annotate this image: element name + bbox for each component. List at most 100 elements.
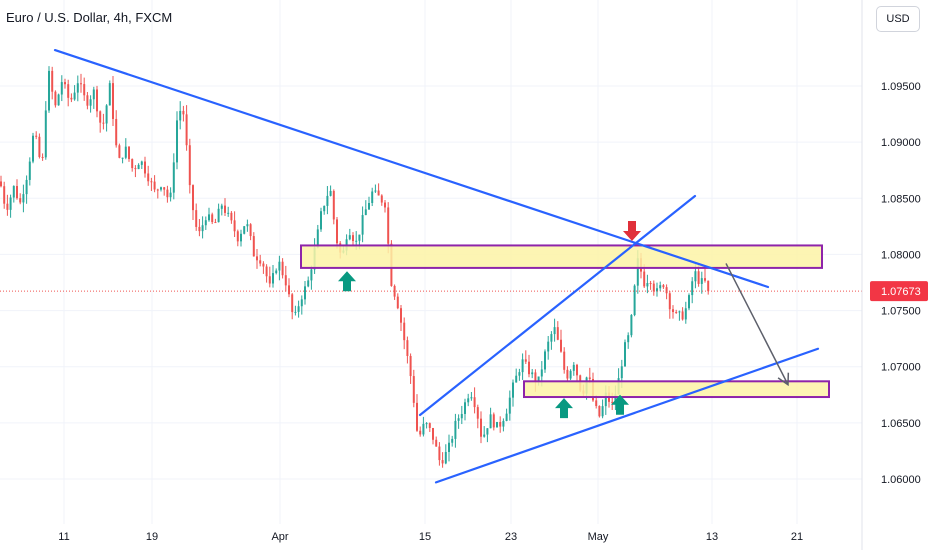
candle-body xyxy=(329,190,332,196)
up-arrow-marker xyxy=(611,394,629,415)
candle-body xyxy=(694,271,697,282)
candle-body xyxy=(179,110,182,121)
candle-body xyxy=(76,83,79,93)
candle-body xyxy=(73,92,76,100)
candle-body xyxy=(675,312,678,314)
candle-body xyxy=(636,258,639,286)
projection-group xyxy=(725,263,790,387)
candle-body xyxy=(169,192,172,198)
symbol-title[interactable]: Euro / U.S. Dollar, 4h, FXCM xyxy=(6,10,173,25)
candle-body xyxy=(387,207,390,244)
candle-body xyxy=(646,283,649,287)
candle-body xyxy=(332,190,335,220)
candle-body xyxy=(544,351,546,370)
candle-body xyxy=(163,187,166,190)
candle-body xyxy=(153,181,156,190)
candle-body xyxy=(9,197,12,210)
lower-zone xyxy=(523,380,830,399)
candle-body xyxy=(243,226,246,234)
projection-arrowhead xyxy=(777,372,790,387)
candle-body xyxy=(44,110,47,158)
candle-body xyxy=(473,397,476,408)
candle-body xyxy=(553,327,556,335)
candle-body xyxy=(633,285,636,316)
x-tick-label: 11 xyxy=(58,531,69,543)
candle-body xyxy=(195,210,198,227)
candle-body xyxy=(41,156,44,158)
candle-body xyxy=(588,377,591,379)
candle-body xyxy=(441,460,444,464)
candle-body xyxy=(425,423,428,425)
candle-body xyxy=(211,214,214,223)
x-tick-label: 21 xyxy=(791,531,803,543)
last-price-box xyxy=(870,281,928,302)
candle-body xyxy=(249,224,252,237)
candle-body xyxy=(515,375,518,383)
candle-body xyxy=(662,285,665,288)
currency-button[interactable]: USD xyxy=(876,6,920,32)
candle-body xyxy=(192,185,194,211)
support-trendline xyxy=(434,347,820,484)
candle-body xyxy=(569,370,572,379)
resistance-trendline xyxy=(53,48,770,289)
candle-body xyxy=(32,135,34,162)
candle-body xyxy=(240,233,242,242)
candle-body xyxy=(489,414,492,429)
candle-body xyxy=(368,203,370,210)
candle-body xyxy=(348,235,351,240)
candle-body xyxy=(336,219,338,244)
candle-body xyxy=(524,359,527,362)
candle-body xyxy=(156,189,159,191)
candle-body xyxy=(422,423,425,435)
candle-body xyxy=(288,285,290,295)
candle-body xyxy=(352,235,354,242)
candle-body xyxy=(668,293,671,310)
candle-body xyxy=(412,376,415,403)
candle-body xyxy=(25,179,28,195)
candle-body xyxy=(547,341,550,352)
candle-body xyxy=(419,430,422,435)
candle-body xyxy=(3,186,6,204)
candle-body xyxy=(272,273,274,284)
candle-body xyxy=(230,212,233,221)
candle-body xyxy=(144,161,146,174)
candle-body xyxy=(268,276,271,284)
candle-body xyxy=(57,94,60,106)
candle-body xyxy=(700,278,703,284)
price-axis[interactable]: 1.09500 1.09000 1.08500 1.08000 1.07500 1.070… xyxy=(881,81,921,486)
candle-body xyxy=(147,173,150,182)
candle-body xyxy=(451,438,454,443)
candle-body xyxy=(435,439,438,447)
candle-body xyxy=(704,278,706,281)
x-tick-label: 23 xyxy=(505,531,517,543)
candle-body xyxy=(294,311,297,313)
candle-body xyxy=(678,311,681,313)
candle-body xyxy=(531,372,534,375)
candle-body xyxy=(656,288,658,292)
candle-body xyxy=(464,402,466,414)
candle-body xyxy=(112,83,114,119)
candle-body xyxy=(131,159,134,169)
candle-body xyxy=(697,271,700,284)
candle-body xyxy=(124,146,127,158)
candle-body xyxy=(108,83,111,106)
candle-body xyxy=(198,226,201,232)
candle-body xyxy=(508,397,511,414)
time-axis[interactable]: 11 19 Apr 15 23 May 13 21 xyxy=(58,531,803,543)
candle-body xyxy=(492,414,495,428)
channel-trendline xyxy=(418,194,697,417)
candle-body xyxy=(188,145,191,186)
candle-body xyxy=(476,407,479,419)
candle-body xyxy=(0,181,2,187)
candle-body xyxy=(275,270,278,274)
candle-body xyxy=(598,405,601,417)
candle-body xyxy=(448,442,450,452)
candle-body xyxy=(540,369,543,377)
candle-body xyxy=(566,369,569,379)
candle-body xyxy=(505,413,508,421)
candle-body xyxy=(400,308,402,323)
candle-body xyxy=(35,135,38,137)
candle-body xyxy=(396,296,399,309)
